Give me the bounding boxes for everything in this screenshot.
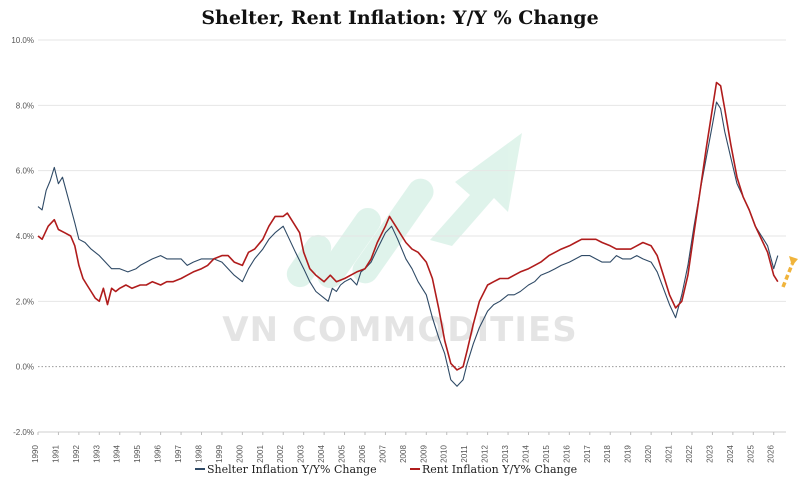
x-tick-label: 1992: [72, 445, 81, 463]
x-tick-label: 2022: [685, 445, 694, 463]
x-tick-label: 2023: [705, 445, 714, 463]
x-tick-label: 1999: [215, 445, 224, 463]
watermark-text: VN COMMODITIES: [222, 310, 577, 350]
y-axis: -2.0% 0.0% 2.0% 4.0% 6.0% 8.0% 10.0%: [11, 36, 34, 437]
x-tick-label: 2020: [644, 445, 653, 463]
rent-inflation-line: [37, 81, 779, 371]
x-tick-label: 2026: [767, 445, 776, 463]
x-tick-label: 2013: [501, 445, 510, 463]
x-tick-label: 2011: [460, 445, 469, 463]
series-lines: [37, 81, 779, 387]
legend: Shelter Inflation Y/Y% Change Rent Infla…: [195, 463, 577, 476]
y-tick-label: -2.0%: [13, 428, 34, 437]
watermark-arrow-icon: [286, 133, 522, 289]
shelter-inflation-line: [37, 101, 779, 387]
x-tick-label: 2015: [542, 445, 551, 463]
x-tick-label: 1995: [133, 445, 142, 463]
x-tick-label: 2006: [358, 445, 367, 463]
y-tick-label: 10.0%: [11, 36, 34, 45]
x-tick-label: 2024: [726, 445, 735, 463]
watermark: VN COMMODITIES: [222, 133, 577, 350]
x-tick-label: 2001: [256, 445, 265, 463]
legend-rent-label: Rent Inflation Y/Y% Change: [422, 463, 577, 476]
y-tick-label: 8.0%: [16, 101, 34, 110]
x-tick-label: 2004: [317, 445, 326, 463]
x-tick-label: 2016: [562, 445, 571, 463]
x-tick-label: 2012: [481, 445, 490, 463]
y-tick-label: 0.0%: [16, 363, 34, 372]
x-tick-label: 2000: [235, 445, 244, 463]
x-axis: 1990 1991 1992 1993 1994 1995 1996 1997 1998 1999…: [31, 431, 786, 463]
y-tick-label: 2.0%: [16, 297, 34, 306]
x-tick-label: 1991: [51, 445, 60, 463]
legend-shelter-label: Shelter Inflation Y/Y% Change: [207, 463, 377, 476]
x-tick-label: 2019: [624, 445, 633, 463]
x-tick-label: 1996: [154, 445, 163, 463]
x-tick-label: 1998: [194, 445, 203, 463]
x-tick-label: 1997: [174, 445, 183, 463]
chart-title: Shelter, Rent Inflation: Y/Y % Change: [201, 7, 598, 29]
x-tick-label: 2021: [665, 445, 674, 463]
x-tick-label: 2018: [603, 445, 612, 463]
x-tick-label: 2010: [440, 445, 449, 463]
x-tick-label: 2014: [521, 445, 530, 463]
x-tick-label: 2002: [276, 445, 285, 463]
forecast-arrow-icon: [781, 256, 798, 288]
x-tick-label: 1993: [92, 445, 101, 463]
x-tick-label: 1994: [113, 445, 122, 463]
y-tick-label: 6.0%: [16, 167, 34, 176]
x-tick-label: 2008: [399, 445, 408, 463]
x-tick-label: 2005: [338, 445, 347, 463]
x-tick-label: 2009: [419, 445, 428, 463]
x-tick-label: 2025: [746, 445, 755, 463]
x-tick-label: 2007: [378, 445, 387, 463]
y-tick-label: 4.0%: [16, 232, 34, 241]
x-tick-label: 2003: [297, 445, 306, 463]
x-tick-label: 2017: [583, 445, 592, 463]
x-tick-label: 1990: [31, 445, 40, 463]
